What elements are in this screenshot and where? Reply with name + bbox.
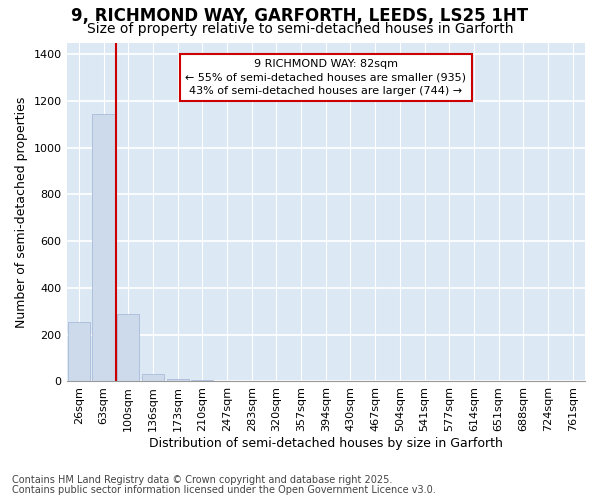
Bar <box>191 380 214 382</box>
Bar <box>167 378 189 382</box>
Text: 9, RICHMOND WAY, GARFORTH, LEEDS, LS25 1HT: 9, RICHMOND WAY, GARFORTH, LEEDS, LS25 1… <box>71 8 529 26</box>
Text: Contains public sector information licensed under the Open Government Licence v3: Contains public sector information licen… <box>12 485 436 495</box>
Bar <box>142 374 164 382</box>
Text: 9 RICHMOND WAY: 82sqm
← 55% of semi-detached houses are smaller (935)
43% of sem: 9 RICHMOND WAY: 82sqm ← 55% of semi-deta… <box>185 60 466 96</box>
Text: Contains HM Land Registry data © Crown copyright and database right 2025.: Contains HM Land Registry data © Crown c… <box>12 475 392 485</box>
Bar <box>92 114 115 382</box>
Y-axis label: Number of semi-detached properties: Number of semi-detached properties <box>15 96 28 328</box>
Bar <box>117 314 139 382</box>
Text: Size of property relative to semi-detached houses in Garforth: Size of property relative to semi-detach… <box>87 22 513 36</box>
X-axis label: Distribution of semi-detached houses by size in Garforth: Distribution of semi-detached houses by … <box>149 437 503 450</box>
Bar <box>68 322 90 382</box>
